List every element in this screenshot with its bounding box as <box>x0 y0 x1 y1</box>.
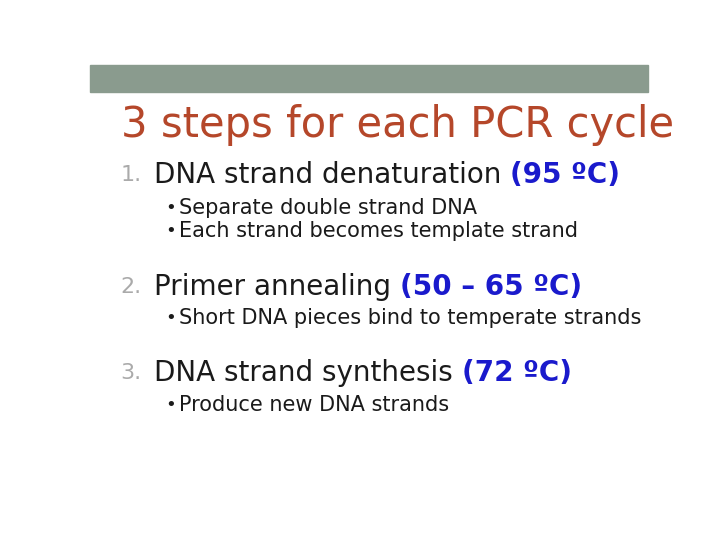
Text: Primer annealing: Primer annealing <box>154 273 400 301</box>
Text: •: • <box>166 395 176 414</box>
Text: Each strand becomes template strand: Each strand becomes template strand <box>179 221 578 241</box>
Text: Short DNA pieces bind to temperate strands: Short DNA pieces bind to temperate stran… <box>179 308 642 328</box>
Text: •: • <box>166 309 176 327</box>
Bar <box>90 65 648 92</box>
Text: DNA strand synthesis: DNA strand synthesis <box>154 359 462 387</box>
Text: DNA strand denaturation: DNA strand denaturation <box>154 161 510 189</box>
Text: 1.: 1. <box>121 165 142 185</box>
Text: Separate double strand DNA: Separate double strand DNA <box>179 198 477 218</box>
Text: •: • <box>166 222 176 240</box>
Text: 3.: 3. <box>121 363 142 383</box>
Text: •: • <box>166 199 176 217</box>
Text: Produce new DNA strands: Produce new DNA strands <box>179 395 449 415</box>
Text: 3 steps for each PCR cycle: 3 steps for each PCR cycle <box>121 104 674 146</box>
Text: (50 – 65 ºC): (50 – 65 ºC) <box>400 273 582 301</box>
Text: (72 ºC): (72 ºC) <box>462 359 572 387</box>
Text: 2.: 2. <box>121 277 142 297</box>
Text: (95 ºC): (95 ºC) <box>510 161 621 189</box>
